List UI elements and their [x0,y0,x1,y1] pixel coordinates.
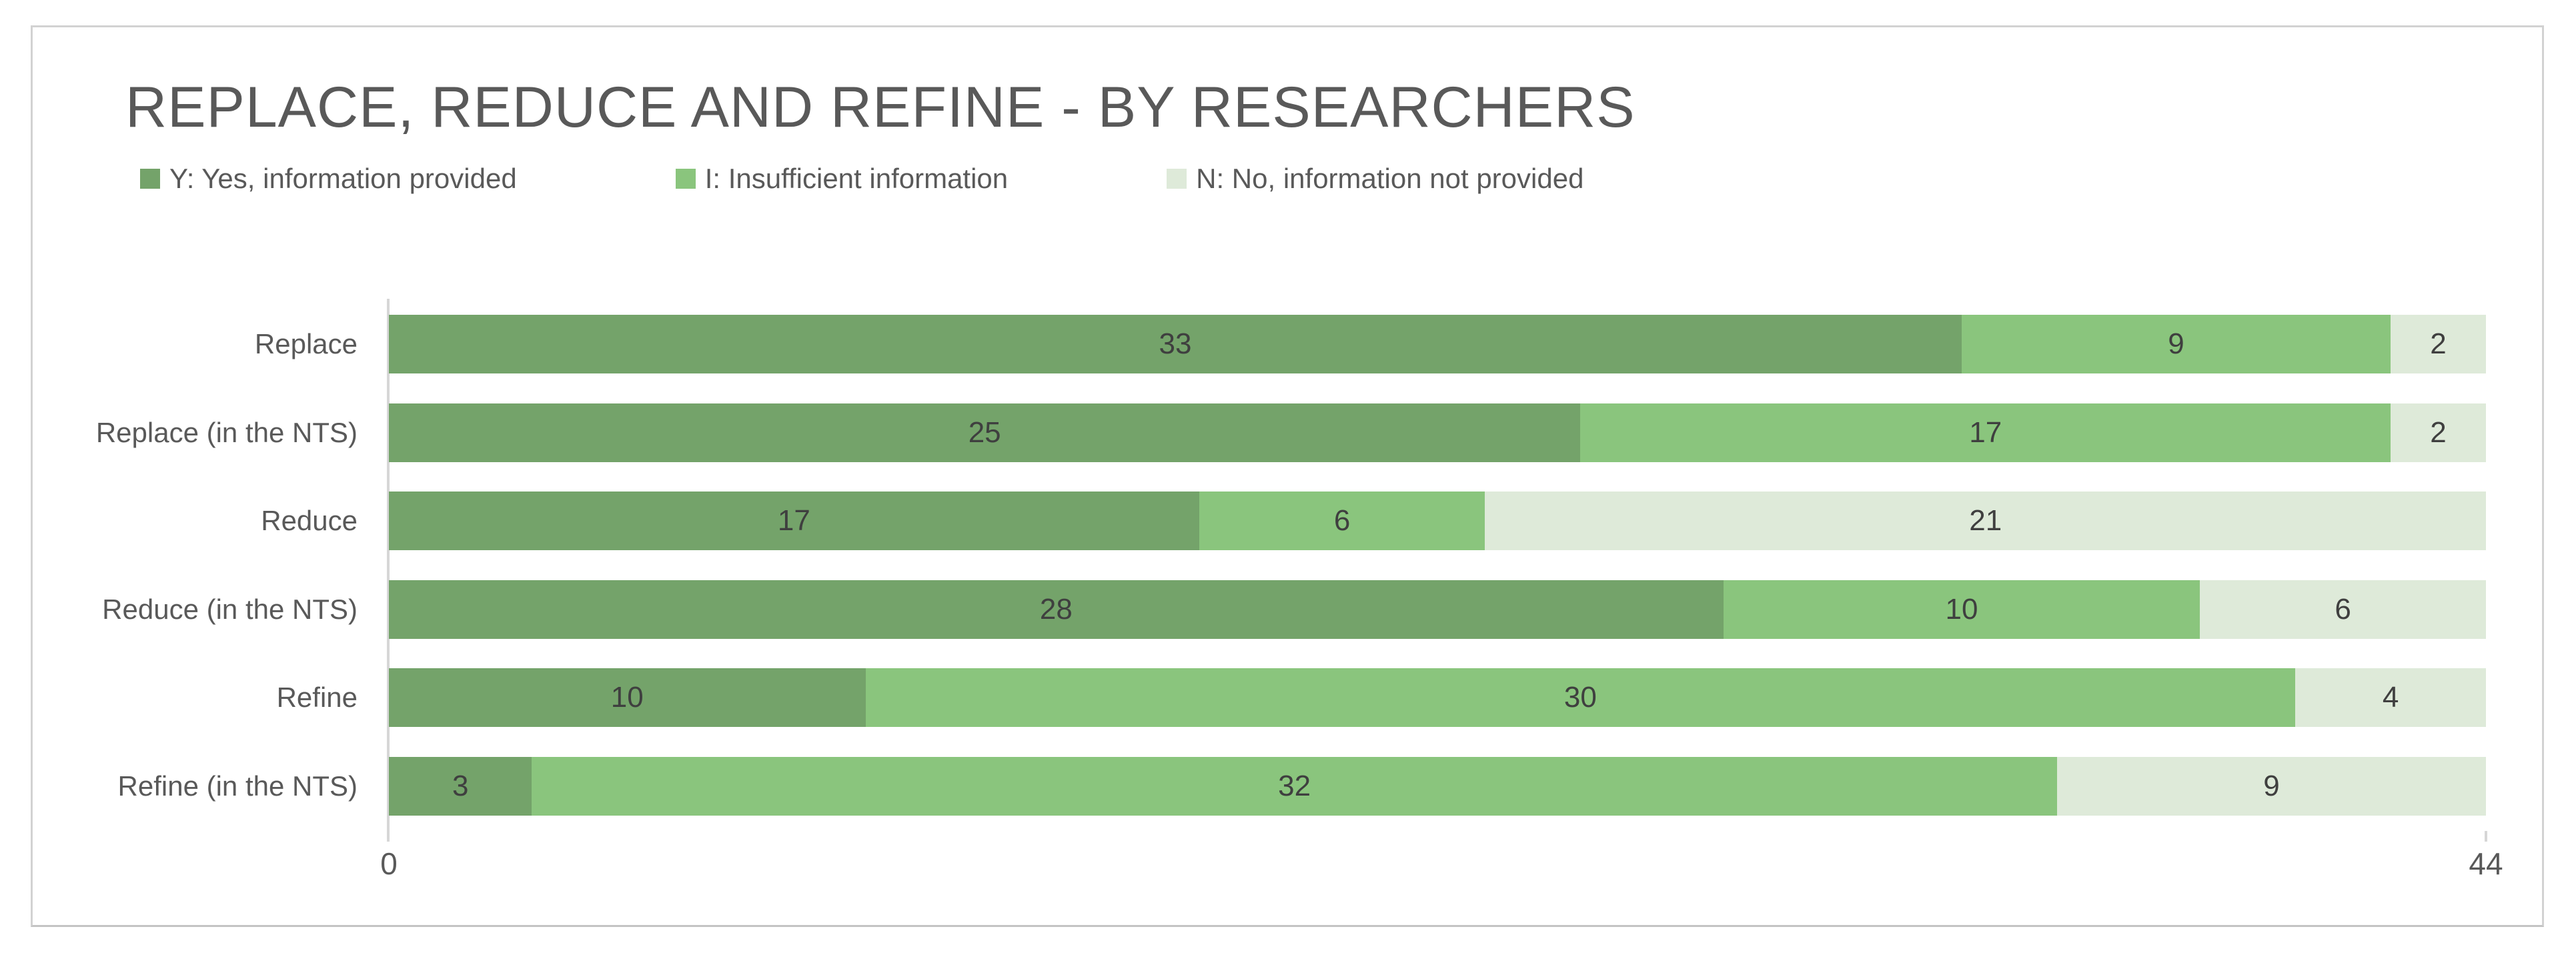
bar-row: 25 17 2 [389,389,2486,478]
bar-row: 17 6 21 [389,477,2486,566]
bar-track: 17 6 21 [389,492,2486,551]
category-label: Replace (in the NTS) [95,416,358,448]
legend-label: N: No, information not provided [1196,163,1584,194]
category-label: Refine [276,682,358,714]
bar-segment: 25 [389,403,1581,462]
x-axis-min-label: 0 [380,846,398,881]
bar-segment: 6 [1199,492,1485,551]
segment-value: 4 [2382,681,2399,714]
segment-value: 6 [1333,504,1351,538]
category-label: Replace [254,328,358,360]
legend-label: I: Insufficient information [704,163,1009,194]
legend-item: Y: Yes, information provided [140,163,517,195]
segment-value: 9 [2168,327,2184,361]
segment-value: 6 [2335,592,2351,626]
segment-value: 2 [2430,327,2447,361]
bar-segment: 21 [1485,492,2486,551]
bar-segment: 9 [2056,756,2486,816]
segment-value: 21 [1969,504,2002,538]
bar-segment: 4 [2295,668,2486,728]
category-label: Reduce (in the NTS) [102,593,358,625]
bar-segment: 32 [532,756,2057,816]
bar-track: 25 17 2 [389,403,2486,462]
bar-row: 3 32 9 [389,742,2486,831]
bar-track: 10 30 4 [389,668,2486,728]
segment-value: 17 [1969,415,2002,449]
bar-segment: 9 [1962,315,2391,374]
legend-label: Y: Yes, information provided [169,163,517,194]
segment-value: 9 [2263,769,2280,802]
category-axis-labels: Replace Replace (in the NTS) Reduce Reduce … [0,300,372,830]
bar-row: 33 9 2 [389,300,2486,389]
bar-track: 33 9 2 [389,315,2486,374]
segment-value: 33 [1159,327,1192,361]
segment-value: 30 [1563,681,1597,714]
segment-value: 28 [1039,592,1073,626]
bar-segment: 2 [2391,315,2486,374]
segment-value: 2 [2430,415,2447,449]
bar-row: 10 30 4 [389,654,2486,742]
bar-segment: 6 [2200,580,2486,639]
bar-segment: 10 [1723,580,2200,639]
legend: Y: Yes, information provided I: Insuffici… [140,163,1583,195]
segment-value: 25 [968,415,1001,449]
category-label: Refine (in the NTS) [117,770,358,802]
bar-rows: 33 9 2 25 17 2 17 6 21 28 10 6 10 30 4 3 32 9 [389,300,2486,830]
bar-segment: 10 [389,668,866,728]
bar-segment: 17 [389,492,1199,551]
segment-value: 17 [777,504,810,538]
bar-segment: 3 [389,756,532,816]
bar-row: 28 10 6 [389,566,2486,654]
bar-segment: 2 [2391,403,2486,462]
segment-value: 10 [1945,592,1978,626]
bar-track: 3 32 9 [389,756,2486,816]
bar-segment: 28 [389,580,1724,639]
legend-item: I: Insufficient information [675,163,1009,195]
axis-tick-max [2485,831,2487,842]
category-label: Reduce [261,505,358,537]
chart-title: REPLACE, REDUCE AND REFINE - BY RESEARCH… [125,75,1636,139]
segment-value: 3 [452,769,469,802]
bar-segment: 17 [1580,403,2391,462]
bar-segment: 33 [389,315,1962,374]
axis-tick-min [387,831,390,842]
legend-swatch-icon [675,169,696,189]
segment-value: 32 [1278,769,1311,802]
x-axis-max-label: 44 [2469,846,2503,881]
segment-value: 10 [610,681,644,714]
legend-swatch-icon [140,169,160,189]
bar-track: 28 10 6 [389,580,2486,639]
legend-swatch-icon [1167,169,1187,189]
legend-item: N: No, information not provided [1167,163,1583,195]
value-axis-line [387,299,390,831]
bar-segment: 30 [865,668,2296,728]
